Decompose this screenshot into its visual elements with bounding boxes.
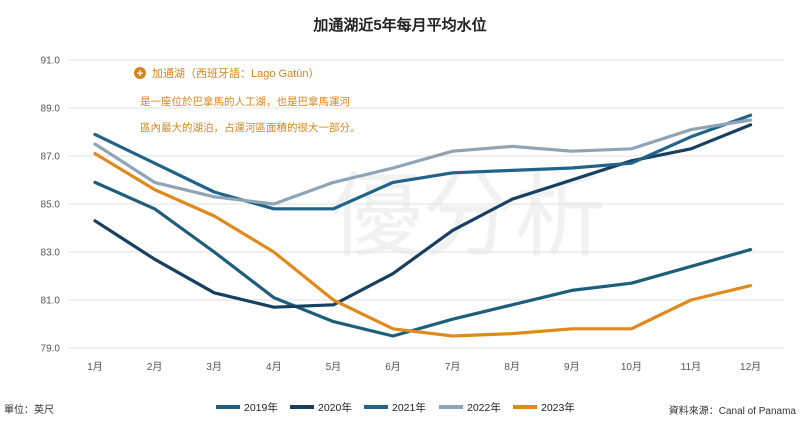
y-tick-label: 89.0 [41,104,61,115]
chart-title: 加通湖近5年每月平均水位 [312,16,486,34]
legend-item: 2021年 [364,401,426,414]
annotation: + 加通湖（西班牙語：Lago Gatún） 是一座位於巴拿馬的人工湖，也是巴拿… [134,66,361,134]
legend-label: 2019年 [244,401,278,414]
x-tick-label: 4月 [266,361,282,373]
legend-label: 2020年 [318,401,352,414]
y-tick-label: 83.0 [41,248,61,259]
legend-item: 2022年 [439,401,501,414]
y-axis-ticks: 79.0 81.0 83.0 85.0 87.0 89.0 91.0 [41,56,61,355]
legend-item: 2023年 [513,401,575,414]
y-tick-label: 91.0 [41,56,61,67]
series-line-2023年 [93,152,753,338]
x-tick-label: 3月 [206,361,222,373]
x-tick-label: 9月 [564,361,580,373]
x-axis-ticks: 1月 2月 3月 4月 5月 6月 7月 8月 9月 10月 11月 12月 [87,361,761,373]
series-lines [93,113,753,338]
y-tick-label: 81.0 [41,296,61,307]
series-line-2022年 [93,118,753,206]
legend-label: 2022年 [467,401,501,414]
x-tick-label: 5月 [326,361,342,373]
x-tick-label: 12月 [740,361,761,373]
x-tick-label: 2月 [147,361,163,373]
y-tick-label: 87.0 [41,152,61,163]
x-tick-label: 11月 [681,361,701,373]
y-tick-label: 79.0 [41,344,61,355]
legend-label: 2021年 [392,401,426,414]
x-tick-label: 6月 [385,361,401,373]
legend-item: 2020年 [290,401,352,414]
annotation-title: 加通湖（西班牙語：Lago Gatún） [152,66,320,80]
x-tick-label: 7月 [445,361,461,373]
series-line-2019年 [93,180,753,338]
source-label: 資料來源：Canal of Panama [669,404,797,417]
series-line-2021年 [93,113,753,211]
x-tick-label: 8月 [504,361,520,373]
annotation-line-2: 區內最大的湖泊，占運河區面積的很大一部分。 [140,121,361,134]
legend-item: 2019年 [216,401,278,414]
x-tick-label: 10月 [621,361,642,373]
x-tick-label: 1月 [87,361,103,373]
annotation-line-1: 是一座位於巴拿馬的人工湖，也是巴拿馬運河 [140,95,350,108]
legend: 2019年 2020年 2021年 2022年 2023年 [216,401,575,414]
plus-icon [134,67,146,79]
plus-icon-glyph: + [137,68,143,80]
legend-label: 2023年 [541,401,575,414]
unit-label: 單位：英尺 [4,403,54,416]
y-tick-label: 85.0 [41,200,61,211]
watermark-text: 優分析 [330,163,606,270]
